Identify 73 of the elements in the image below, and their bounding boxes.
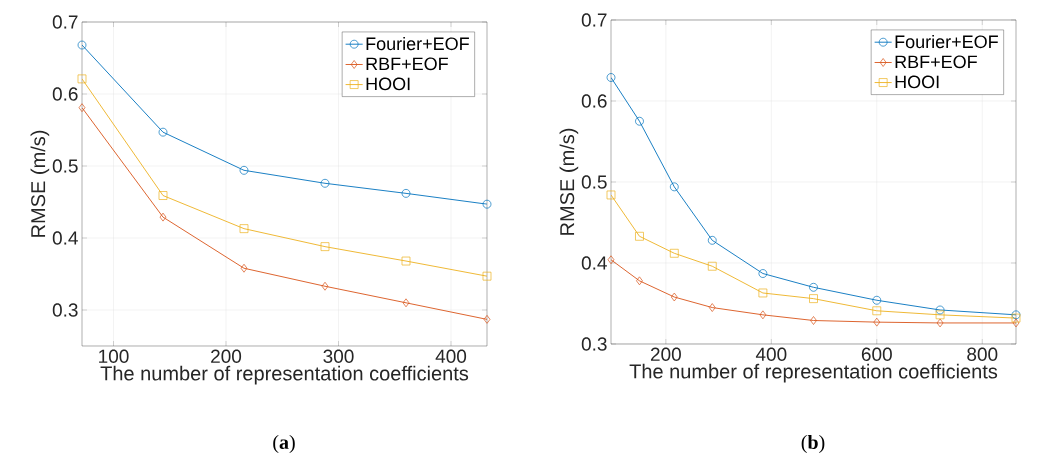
point: [759, 310, 767, 320]
y-tick-label: 0.3: [581, 337, 607, 351]
point: [708, 303, 716, 312]
point: [159, 212, 167, 222]
point: [635, 116, 644, 126]
point: [809, 282, 818, 292]
x-tick-label: 200: [650, 347, 681, 361]
point: [935, 305, 945, 315]
point: [78, 103, 86, 113]
text: (a): [273, 434, 295, 454]
y-axis-title: RMSE (m/s): [559, 128, 579, 235]
point: [936, 318, 944, 328]
point: [873, 317, 881, 327]
point: [401, 256, 411, 266]
legend-label: RBF+EOF: [895, 55, 977, 69]
point: [872, 295, 882, 305]
point: [758, 269, 768, 278]
point: [872, 306, 882, 316]
point: [635, 231, 644, 241]
point: [670, 292, 678, 302]
point: [482, 199, 492, 209]
x-tick-label: 400: [435, 349, 467, 363]
x-axis-title: The number of representation coefficients: [100, 365, 469, 385]
y-tick-label: 0.6: [581, 94, 607, 108]
point: [810, 316, 817, 325]
point: [482, 271, 492, 281]
y-axis-title: RMSE (m/s): [30, 130, 50, 237]
point: [669, 182, 679, 192]
point: [809, 294, 818, 303]
point: [636, 276, 643, 286]
point: [239, 165, 249, 175]
point: [320, 178, 330, 188]
x-tick-label: 600: [861, 347, 892, 361]
point: [935, 310, 945, 320]
point: [240, 263, 248, 273]
legend-label: HOOI: [366, 77, 410, 91]
legend-label: RBF+EOF: [366, 57, 448, 71]
point: [1012, 318, 1020, 328]
point: [402, 298, 410, 308]
point: [158, 191, 168, 200]
x-axis-title: The number of representation coefficients: [629, 363, 998, 383]
point: [606, 73, 616, 82]
point: [320, 242, 330, 251]
point: [77, 74, 87, 84]
point: [401, 189, 411, 198]
x-tick-label: 100: [99, 349, 129, 363]
y-tick-label: 0.4: [581, 256, 607, 270]
legend-label: HOOI: [895, 75, 939, 89]
x-tick-label: 200: [211, 349, 242, 363]
point: [707, 235, 717, 245]
y-tick-label: 0.5: [52, 159, 78, 173]
legend-label: Fourier+EOF: [366, 36, 469, 51]
text: (b): [801, 434, 825, 454]
point: [77, 40, 87, 50]
point: [669, 248, 679, 258]
y-tick-label: 0.7: [581, 13, 607, 27]
point: [707, 261, 717, 271]
y-tick-label: 0.5: [581, 175, 607, 189]
x-tick-label: 800: [967, 347, 998, 361]
y-tick-label: 0.7: [52, 15, 78, 29]
point: [158, 127, 168, 137]
point: [483, 315, 491, 324]
y-tick-label: 0.3: [52, 303, 78, 317]
point: [606, 190, 616, 200]
point: [239, 224, 249, 233]
y-tick-label: 0.6: [52, 87, 78, 101]
point: [321, 281, 329, 291]
x-tick-label: 300: [323, 349, 354, 363]
legend-label: Fourier+EOF: [895, 34, 998, 49]
point: [758, 288, 768, 298]
point: [607, 255, 615, 265]
x-tick-label: 400: [755, 347, 787, 361]
y-tick-label: 0.4: [52, 231, 78, 245]
